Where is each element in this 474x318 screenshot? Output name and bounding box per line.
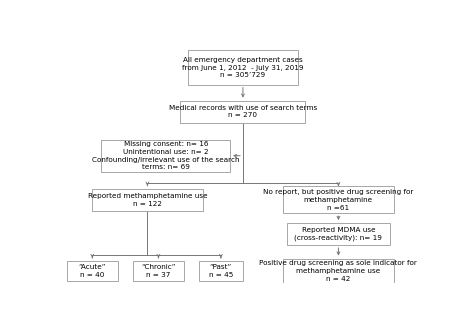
FancyBboxPatch shape — [199, 261, 243, 280]
Text: Medical records with use of search terms
n = 270: Medical records with use of search terms… — [169, 105, 317, 119]
FancyBboxPatch shape — [283, 259, 393, 283]
Text: Missing consent: n= 16
Unintentional use: n= 2
Confounding/irrelevant use of the: Missing consent: n= 16 Unintentional use… — [92, 141, 239, 170]
FancyBboxPatch shape — [101, 140, 230, 172]
Text: Reported methamphetamine use
n = 122: Reported methamphetamine use n = 122 — [88, 193, 207, 207]
Text: “Chronic”
n = 37: “Chronic” n = 37 — [141, 264, 176, 278]
Text: “Past”
n = 45: “Past” n = 45 — [209, 264, 233, 278]
FancyBboxPatch shape — [92, 189, 202, 211]
FancyBboxPatch shape — [287, 223, 390, 245]
FancyBboxPatch shape — [181, 100, 305, 123]
Text: “Acute”
n = 40: “Acute” n = 40 — [79, 264, 106, 278]
FancyBboxPatch shape — [66, 261, 118, 280]
Text: Reported MDMA use
(cross-reactivity): n= 19: Reported MDMA use (cross-reactivity): n=… — [294, 227, 383, 241]
FancyBboxPatch shape — [188, 50, 298, 85]
Text: All emergency department cases
from June 1, 2012  - July 31, 2019
n = 305’729: All emergency department cases from June… — [182, 57, 304, 78]
FancyBboxPatch shape — [283, 186, 393, 213]
Text: Positive drug screening as sole indicator for
methamphetamine use
n = 42: Positive drug screening as sole indicato… — [259, 260, 418, 281]
FancyBboxPatch shape — [133, 261, 184, 280]
Text: No report, but positive drug screening for
methamphetamine
n =61: No report, but positive drug screening f… — [263, 189, 414, 211]
